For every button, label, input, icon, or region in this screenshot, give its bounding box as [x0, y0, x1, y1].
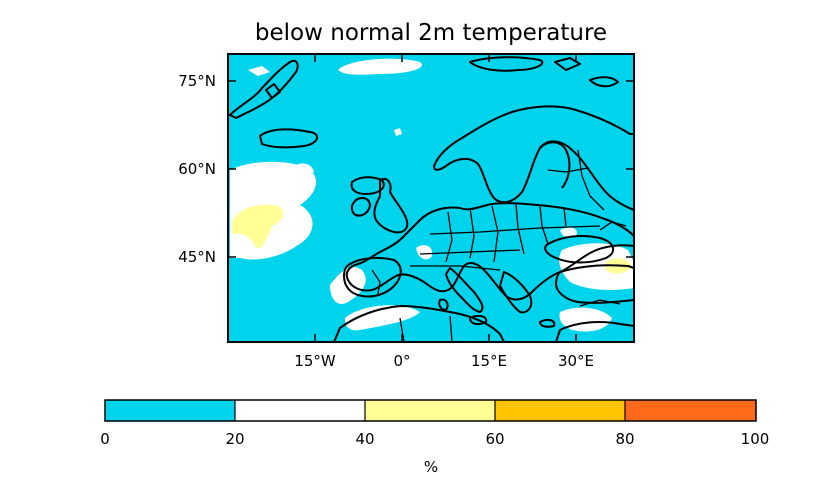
- colorbar-tick-40: 40: [355, 430, 375, 448]
- lat-label-60n: 60°N: [178, 160, 216, 178]
- lon-label-15w: 15°W: [294, 352, 336, 370]
- colorbar-bin-40-60: [365, 400, 495, 421]
- colorbar-tick-60: 60: [485, 430, 505, 448]
- colorbar-tick-20: 20: [225, 430, 245, 448]
- colorbar-tick-0: 0: [100, 430, 110, 448]
- country-borders: [371, 149, 627, 343]
- colorbar: [104, 399, 757, 422]
- coastlines: [229, 56, 635, 343]
- lon-label-0: 0°: [393, 352, 411, 370]
- lat-label-45n: 45°N: [178, 248, 216, 266]
- colorbar-tick-100: 100: [740, 430, 770, 448]
- lon-label-15e: 15°E: [470, 352, 508, 370]
- lat-label-75n: 75°N: [178, 72, 216, 90]
- lon-ticks: [314, 54, 577, 342]
- lon-label-30e: 30°E: [557, 352, 595, 370]
- map-title: below normal 2m temperature: [254, 20, 608, 46]
- colorbar-bin-60-80: [495, 400, 625, 421]
- colorbar-tick-80: 80: [615, 430, 635, 448]
- colorbar-bin-0-20: [105, 400, 235, 421]
- colorbar-bin-80-100: [625, 400, 756, 421]
- colorbar-bin-20-40: [235, 400, 365, 421]
- lat-ticks: [228, 80, 634, 258]
- colorbar-unit: %: [423, 458, 439, 476]
- map-panel: [227, 53, 635, 343]
